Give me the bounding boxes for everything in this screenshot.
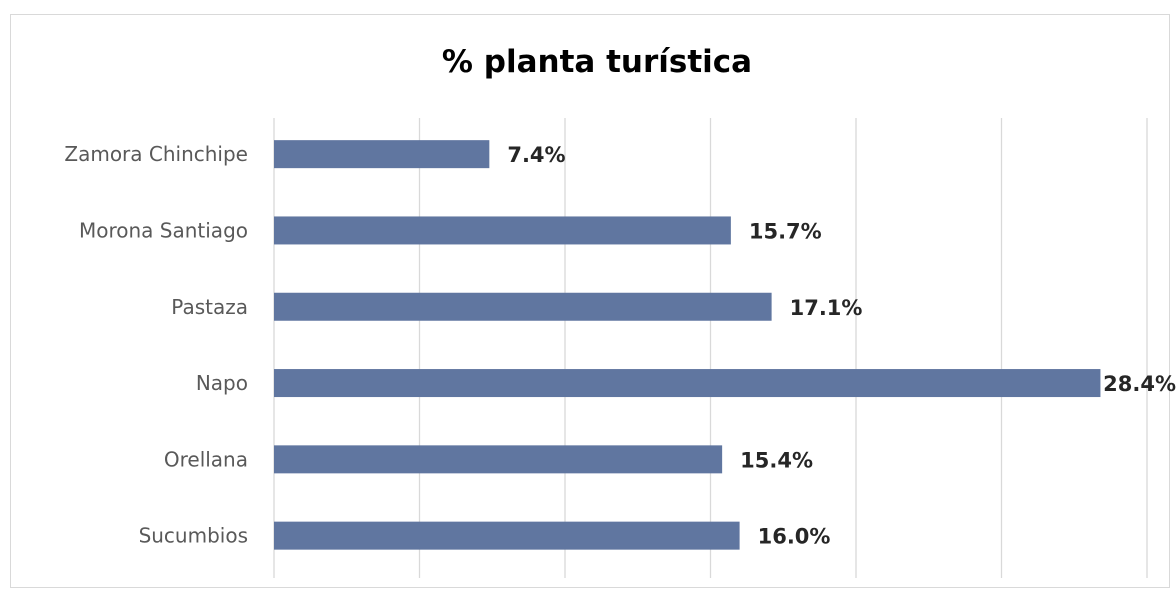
data-label: 15.7% — [749, 219, 822, 243]
bar-napo — [274, 369, 1101, 398]
gridlines — [273, 118, 1148, 578]
category-label: Sucumbios — [139, 524, 248, 548]
bar-zamora-chinchipe — [274, 140, 490, 169]
chart-title: % planta turística — [442, 44, 752, 80]
category-label: Zamora Chinchipe — [64, 142, 248, 166]
data-label: 7.4% — [507, 143, 565, 167]
data-label: 15.4% — [740, 448, 813, 472]
bar-orellana — [274, 445, 723, 474]
category-label: Morona Santiago — [79, 218, 248, 242]
data-label: 28.4% — [1103, 372, 1176, 396]
category-label: Napo — [196, 371, 248, 395]
bar-morona-santiago — [274, 216, 731, 245]
data-labels: 7.4% 15.7% 17.1% 28.4% 15.4% 16.0% — [507, 143, 1176, 549]
data-label: 16.0% — [758, 525, 831, 549]
category-label: Orellana — [164, 447, 248, 471]
bars — [274, 140, 1101, 550]
data-label: 17.1% — [790, 296, 863, 320]
bar-sucumbios — [274, 521, 740, 550]
category-labels: Zamora Chinchipe Morona Santiago Pastaza Na… — [64, 142, 248, 548]
bar-pastaza — [274, 292, 772, 321]
category-label: Pastaza — [171, 295, 248, 319]
